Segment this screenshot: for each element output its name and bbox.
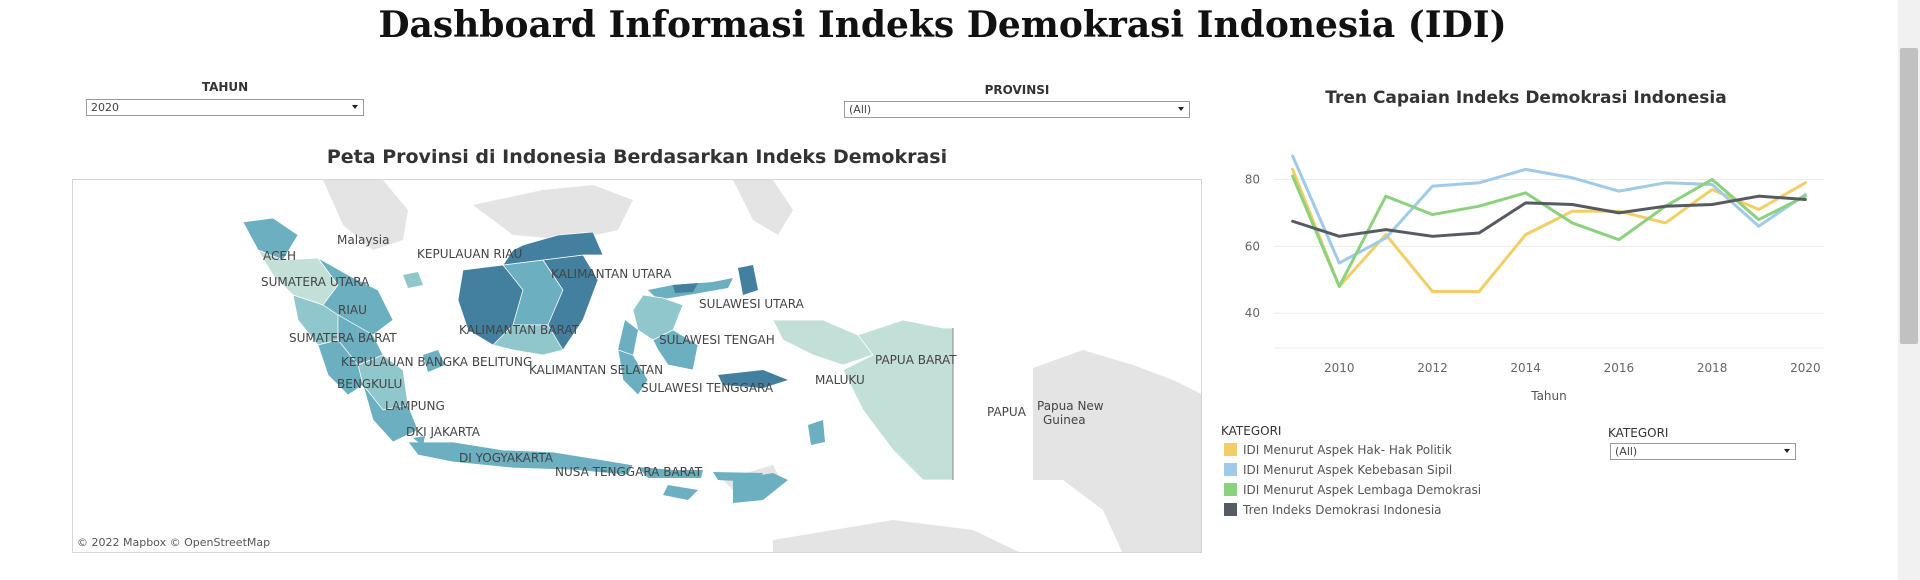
y-tick-label: 40 — [1245, 306, 1260, 320]
legend-item-tren-idi[interactable]: Tren Indeks Demokrasi Indonesia — [1224, 502, 1442, 518]
label-sulut: SULAWESI UTARA — [699, 297, 805, 311]
series-line-3[interactable] — [1291, 194, 1807, 238]
y-tick-label: 80 — [1245, 172, 1260, 186]
province-kaltara — [502, 231, 604, 266]
chevron-down-icon — [1178, 107, 1184, 111]
trend-line-chart[interactable]: 40 60 80 2010 2012 2014 2016 2018 2020 Tahun — [1222, 118, 1830, 408]
province-dki — [413, 436, 425, 446]
legend-swatch — [1224, 443, 1237, 456]
label-riau: RIAU — [338, 303, 367, 317]
label-babel: KEPULAUAN BANGKA BELITUNG — [341, 355, 532, 369]
map-attribution: © 2022 Mapbox © OpenStreetMap — [77, 536, 271, 549]
year-filter-label: TAHUN — [201, 80, 249, 94]
province-ntt — [663, 472, 763, 500]
legend-item-kebebasan-sipil[interactable]: IDI Menurut Aspek Kebebasan Sipil — [1224, 462, 1452, 478]
chevron-down-icon — [1784, 449, 1790, 453]
province-ntb — [638, 467, 703, 478]
province-maluku-2 — [808, 420, 825, 445]
province-ntt-2 — [733, 473, 788, 503]
map-canvas[interactable]: Malaysia ACEH SUMATERA UTARA RIAU SUMATE… — [73, 180, 1202, 553]
province-sultra — [652, 329, 699, 371]
province-sulsel — [617, 349, 649, 396]
label-malaysia: Malaysia — [337, 233, 389, 247]
y-tick-label: 60 — [1245, 239, 1260, 253]
land-australia — [773, 520, 1019, 552]
label-ntb: NUSA TENGGARA BARAT — [555, 465, 703, 479]
category-select-value: (All) — [1615, 445, 1638, 458]
label-kaltara: KALIMANTAN UTARA — [551, 267, 672, 281]
label-kalbar: KALIMANTAN BARAT — [459, 323, 580, 337]
legend-label: Tren Indeks Demokrasi Indonesia — [1243, 503, 1442, 517]
chart-title: Tren Capaian Indeks Demokrasi Indonesia — [1325, 88, 1727, 108]
province-gorontalo — [673, 283, 698, 293]
label-pabar: PAPUA BARAT — [875, 353, 957, 367]
province-kepri — [403, 272, 423, 288]
series-line-2[interactable] — [1291, 174, 1807, 288]
land-malaysia — [323, 180, 408, 250]
label-lampung: LAMPUNG — [385, 399, 445, 413]
province-papua — [842, 319, 954, 481]
province-sulbar — [618, 320, 638, 355]
province-filter-label: PROVINSI — [984, 83, 1050, 97]
x-axis-title: Tahun — [1530, 389, 1567, 403]
land-philippines — [733, 180, 793, 235]
legend-label: IDI Menurut Aspek Lembaga Demokrasi — [1243, 483, 1482, 497]
label-png-line-1: Papua New — [1037, 399, 1104, 413]
province-babel — [423, 350, 445, 372]
label-bengkulu: BENGKULU — [337, 377, 402, 391]
category-filter-label: KATEGORI — [1608, 426, 1669, 440]
x-tick-label: 2020 — [1790, 361, 1821, 375]
label-sumut: SUMATERA UTARA — [261, 275, 370, 289]
province-maluku — [718, 370, 788, 388]
label-png: Papua New Guinea — [1037, 399, 1107, 427]
label-dki: DKI JAKARTA — [406, 425, 481, 439]
legend-label: IDI Menurut Aspek Kebebasan Sipil — [1243, 463, 1453, 477]
legend-swatch — [1224, 483, 1237, 496]
land-png — [1033, 350, 1201, 552]
legend-item-lembaga-demokrasi[interactable]: IDI Menurut Aspek Lembaga Demokrasi — [1224, 482, 1481, 498]
legend-swatch — [1224, 503, 1237, 516]
label-papua: PAPUA — [987, 405, 1027, 419]
map-title: Peta Provinsi di Indonesia Berdasarkan I… — [326, 146, 948, 168]
province-map[interactable]: Malaysia ACEH SUMATERA UTARA RIAU SUMATE… — [72, 179, 1202, 553]
year-select-value: 2020 — [91, 101, 119, 114]
x-tick-label: 2018 — [1697, 361, 1728, 375]
label-diy: DI YOGYAKARTA — [459, 451, 554, 465]
label-maluku: MALUKU — [815, 373, 865, 387]
x-tick-label: 2010 — [1324, 361, 1355, 375]
label-png-line-2: Guinea — [1043, 413, 1086, 427]
chevron-down-icon — [352, 105, 358, 109]
label-sulteng: SULAWESI TENGAH — [659, 333, 775, 347]
label-kalsel: KALIMANTAN SELATAN — [529, 363, 663, 377]
label-sumbar: SUMATERA BARAT — [289, 331, 397, 345]
legend-title: KATEGORI — [1221, 424, 1282, 438]
page-title: Dashboard Informasi Indeks Demokrasi Ind… — [378, 4, 1507, 46]
province-kaltim — [542, 254, 599, 351]
category-select[interactable]: (All) — [1610, 443, 1796, 460]
province-select-value: (All) — [849, 103, 872, 116]
year-select[interactable]: 2020 — [86, 99, 364, 116]
province-pabar — [772, 319, 874, 366]
province-select[interactable]: (All) — [844, 101, 1190, 118]
province-lampung — [362, 384, 419, 443]
series-line-1[interactable] — [1291, 154, 1807, 265]
legend-label: IDI Menurut Aspek Hak- Hak Politik — [1243, 443, 1452, 457]
province-java — [407, 441, 634, 476]
x-tick-label: 2014 — [1510, 361, 1541, 375]
x-tick-label: 2012 — [1417, 361, 1448, 375]
label-kepri: KEPULAUAN RIAU — [417, 247, 522, 261]
page-scrollbar-thumb[interactable] — [1900, 48, 1918, 344]
province-malut — [738, 265, 758, 295]
province-aceh — [242, 217, 299, 261]
label-sultra: SULAWESI TENGGARA — [641, 381, 774, 395]
x-tick-label: 2016 — [1604, 361, 1635, 375]
legend-item-hak-politik[interactable]: IDI Menurut Aspek Hak- Hak Politik — [1224, 442, 1452, 458]
land-borneo-north — [473, 185, 633, 240]
label-aceh: ACEH — [263, 249, 296, 263]
legend-swatch — [1224, 463, 1237, 476]
